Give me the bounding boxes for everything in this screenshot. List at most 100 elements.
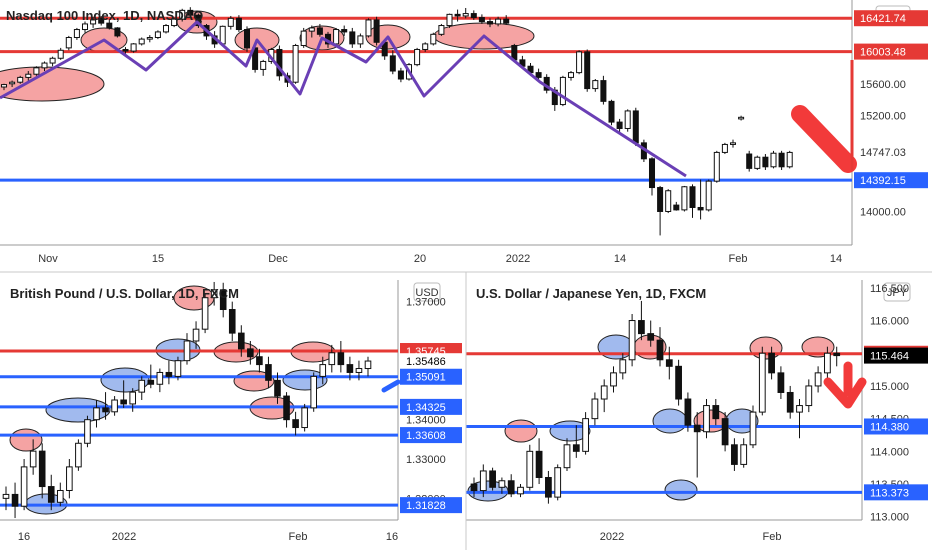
bearish-candle	[665, 359, 673, 367]
bullish-candle	[162, 25, 170, 33]
bearish-candle	[397, 70, 404, 80]
chart-title: U.S. Dollar / Japanese Yen, 1D, FXCM	[476, 286, 706, 301]
x-tick-label: Feb	[729, 253, 748, 265]
bullish-candle	[824, 352, 831, 374]
bullish-candle	[582, 418, 589, 452]
currency-button[interactable]	[413, 282, 441, 302]
chart-title: British Pound / U.S. Dollar, 1D, FXCM	[10, 286, 239, 301]
bullish-candle	[495, 18, 502, 25]
bullish-candle	[624, 110, 631, 129]
bullish-candle	[628, 320, 636, 361]
bullish-candle	[192, 328, 200, 342]
bullish-candle	[138, 38, 145, 45]
bearish-candle	[256, 356, 263, 366]
currency-label: JPY	[887, 287, 908, 299]
bullish-candle	[90, 19, 97, 25]
chart-title: Nasdaq 100 Index, 1D, NASDAQ	[6, 8, 203, 23]
bullish-candle	[73, 29, 80, 39]
bearish-candle	[833, 352, 841, 357]
bearish-candle	[489, 470, 496, 488]
bullish-candle	[183, 340, 191, 362]
bullish-candle	[721, 143, 728, 153]
bullish-candle	[20, 466, 28, 507]
bullish-candle	[9, 81, 16, 85]
price-tag	[864, 347, 928, 364]
bearish-candle	[721, 418, 729, 446]
bullish-candle	[138, 379, 146, 393]
bearish-candle	[122, 48, 129, 52]
price-tag-label: 14392.15	[860, 175, 906, 187]
bullish-candle	[328, 352, 336, 366]
price-tag-label: 16003.48	[860, 47, 906, 59]
bullish-candle	[171, 18, 178, 27]
bearish-candle	[638, 320, 645, 335]
x-tick-label: Feb	[289, 531, 308, 543]
bullish-candle	[681, 186, 688, 211]
bullish-candle	[300, 30, 307, 46]
bearish-candle	[675, 365, 682, 400]
bullish-candle	[740, 444, 748, 465]
bearish-candle	[572, 444, 580, 452]
y-tick-label: 1.34000	[406, 415, 446, 427]
bullish-candle	[75, 442, 82, 468]
bullish-candle	[559, 76, 566, 106]
bullish-candle	[600, 385, 608, 400]
bearish-candle	[454, 13, 461, 17]
bearish-candle	[292, 419, 299, 429]
bearish-candle	[608, 100, 615, 123]
price-tag	[400, 353, 462, 370]
bullish-candle	[227, 17, 234, 27]
currency-button[interactable]	[883, 282, 911, 302]
bullish-candle	[591, 398, 599, 420]
x-tick-label: 14	[614, 253, 626, 265]
bearish-candle	[195, 14, 202, 27]
y-tick-label: 15600.00	[860, 79, 906, 91]
bullish-candle	[156, 371, 164, 385]
x-tick-label: 15	[152, 253, 164, 265]
bullish-candle	[554, 467, 562, 498]
bearish-candle	[120, 399, 127, 405]
red-zone-ellipse	[749, 336, 783, 360]
bullish-candle	[786, 151, 793, 168]
bullish-candle	[66, 466, 73, 491]
bearish-candle	[147, 379, 155, 385]
red-zone-ellipse	[504, 419, 538, 443]
bullish-candle	[526, 450, 534, 488]
bearish-candle	[507, 480, 515, 495]
bearish-candle	[712, 405, 720, 420]
nasdaq-panel: Nasdaq 100 Index, 1D, NASDAQUSDNov15Dec2…	[0, 0, 928, 265]
bearish-candle	[235, 17, 242, 31]
bearish-candle	[283, 395, 290, 421]
price-tag-label: 1.31828	[406, 500, 446, 512]
bullish-candle	[758, 352, 766, 413]
bearish-candle	[777, 372, 785, 393]
blue-zone-ellipse	[652, 408, 688, 434]
bullish-candle	[56, 489, 64, 503]
bearish-candle	[632, 110, 639, 144]
bullish-candle	[592, 80, 599, 90]
price-tag-label: 1.35486	[406, 356, 446, 368]
red-zone-ellipse	[801, 336, 835, 358]
bullish-candle	[703, 405, 710, 433]
y-tick-label: 115.000	[870, 381, 909, 393]
y-tick-label: 15200.00	[860, 111, 906, 123]
bearish-candle	[98, 17, 105, 24]
x-tick-label: Feb	[763, 531, 782, 543]
currency-label: USD	[415, 287, 438, 299]
bullish-candle	[308, 27, 315, 32]
bearish-candle	[535, 450, 543, 478]
bearish-candle	[316, 27, 323, 35]
bullish-candle	[414, 48, 421, 66]
price-tag	[854, 10, 928, 27]
bullish-candle	[29, 450, 37, 468]
bearish-candle	[470, 483, 478, 492]
bearish-candle	[337, 352, 345, 366]
bearish-candle	[778, 152, 785, 168]
x-tick-label: 16	[386, 531, 398, 543]
price-tag-label: 115.464	[870, 351, 909, 363]
bullish-candle	[174, 360, 182, 377]
bullish-candle	[65, 37, 72, 49]
bearish-arrow-icon	[791, 105, 857, 173]
price-tag-label: 114.380	[870, 421, 909, 433]
bullish-candle	[749, 411, 757, 446]
